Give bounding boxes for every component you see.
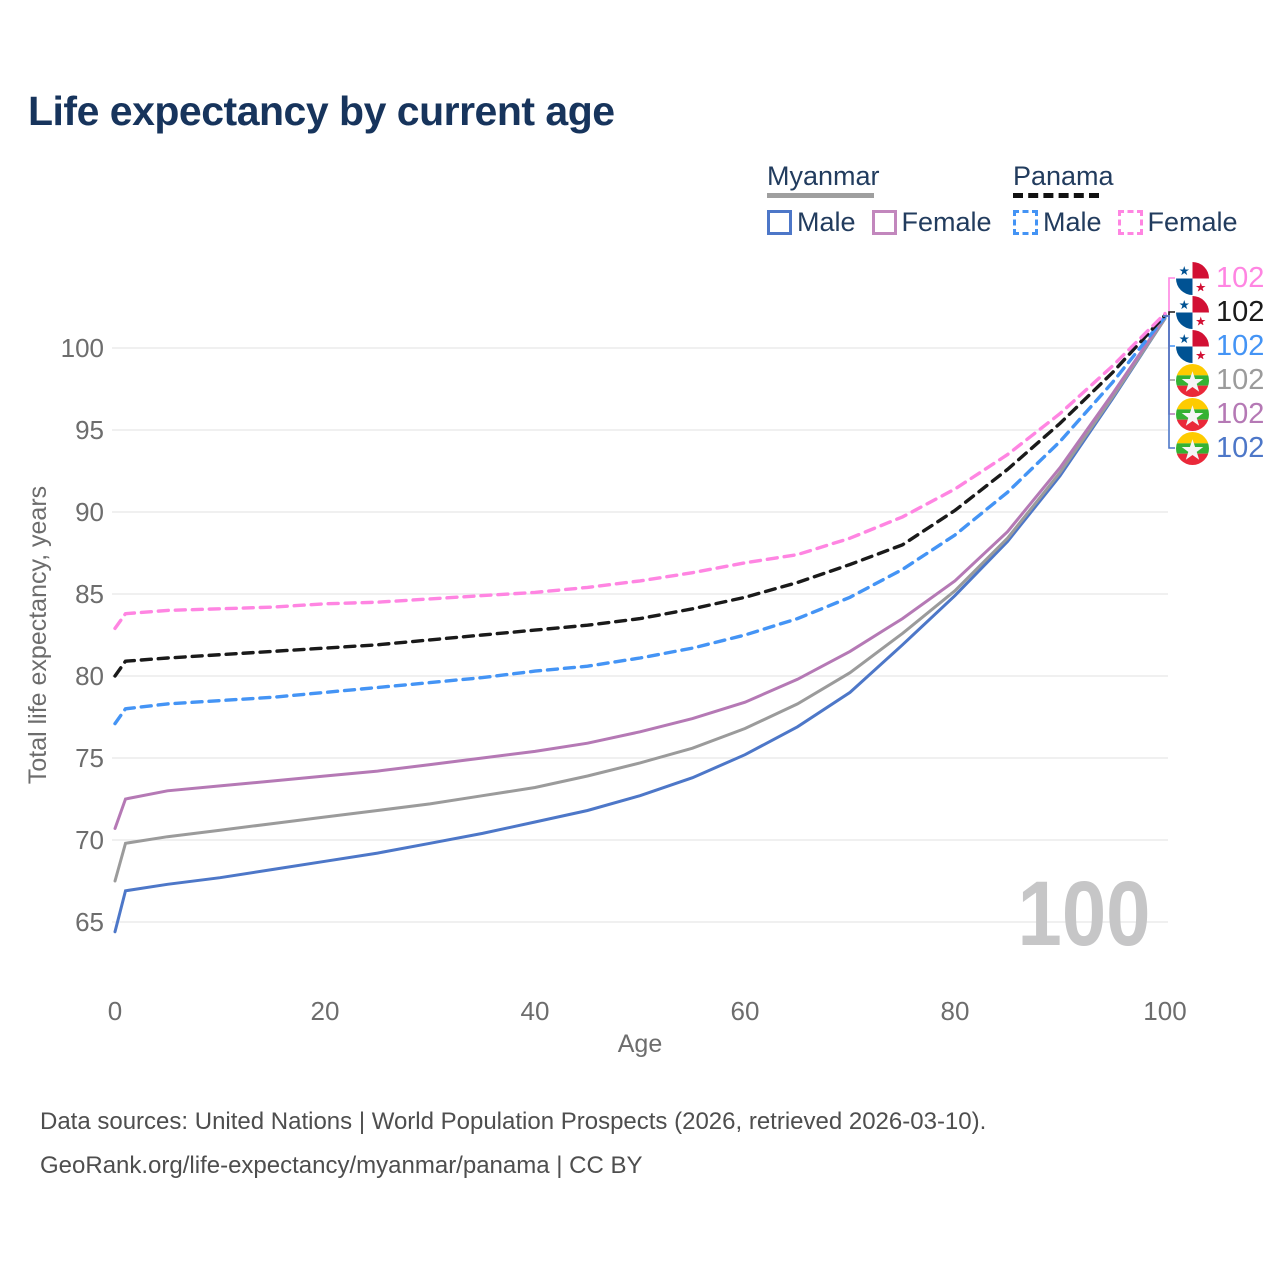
x-tick-label: 0 bbox=[108, 996, 122, 1026]
panama-flag-icon bbox=[1176, 329, 1209, 363]
panama-flag-icon bbox=[1176, 295, 1209, 329]
series-line[interactable] bbox=[113, 311, 1167, 631]
endpoint-label: 102 bbox=[1176, 363, 1264, 397]
legend-country-label: Myanmar bbox=[767, 161, 880, 191]
footer-line-1: Data sources: United Nations | World Pop… bbox=[40, 1108, 987, 1135]
myanmar-flag-icon bbox=[1176, 363, 1209, 397]
x-tick-label: 100 bbox=[1143, 996, 1186, 1026]
legend-swatch-icon[interactable] bbox=[1013, 210, 1038, 235]
series-line[interactable] bbox=[113, 313, 1167, 678]
endpoint-label: 102 bbox=[1176, 329, 1264, 363]
legend-underline-dashed bbox=[1013, 193, 1099, 198]
endpoint-value: 102 bbox=[1216, 432, 1265, 464]
legend-group-panama: Panama Male Female bbox=[1013, 162, 1238, 238]
leader-line bbox=[1163, 277, 1175, 317]
legend-swatch-icon[interactable] bbox=[1117, 210, 1143, 235]
series-line[interactable] bbox=[113, 315, 1167, 726]
series-line[interactable] bbox=[113, 317, 1167, 883]
legend-item-label: Female bbox=[901, 207, 992, 237]
x-tick-label: 60 bbox=[731, 996, 760, 1026]
legend-item-label: Female bbox=[1147, 207, 1238, 237]
series-line[interactable] bbox=[113, 317, 1167, 934]
legend-swatch-icon[interactable] bbox=[767, 210, 792, 235]
legend-item-panama-male[interactable]: Male bbox=[1013, 207, 1102, 238]
y-tick-label: 70 bbox=[75, 825, 104, 855]
y-tick-label: 95 bbox=[75, 415, 104, 445]
page-title: Life expectancy by current age bbox=[28, 88, 615, 134]
legend-item-label: Male bbox=[797, 207, 856, 237]
endpoint-label: 102 bbox=[1176, 431, 1264, 465]
legend-swatch-icon[interactable] bbox=[871, 210, 897, 235]
endpoint-value: 102 bbox=[1216, 398, 1265, 430]
panama-flag-icon bbox=[1176, 261, 1209, 295]
legend-item-myanmar-female[interactable]: Female bbox=[871, 207, 992, 238]
endpoint-label: 102 bbox=[1176, 397, 1264, 431]
x-axis-title: Age bbox=[618, 1030, 662, 1058]
x-tick-label: 40 bbox=[521, 996, 550, 1026]
myanmar-flag-icon bbox=[1176, 397, 1209, 431]
endpoint-label: 102 bbox=[1176, 261, 1264, 295]
leader-line bbox=[1163, 315, 1175, 449]
legend-country-label: Panama bbox=[1013, 161, 1114, 191]
legend-item-myanmar-male[interactable]: Male bbox=[767, 207, 856, 238]
y-tick-label: 85 bbox=[75, 579, 104, 609]
endpoint-value: 102 bbox=[1216, 364, 1265, 396]
endpoint-value: 102 bbox=[1216, 330, 1265, 362]
watermark: 100 bbox=[1018, 863, 1151, 965]
y-tick-label: 90 bbox=[75, 497, 104, 527]
endpoint-label: 102 bbox=[1176, 295, 1264, 329]
x-tick-label: 80 bbox=[941, 996, 970, 1026]
series-line[interactable] bbox=[113, 315, 1167, 830]
y-axis-title: Total life expectancy, years bbox=[24, 486, 52, 784]
legend-item-panama-female[interactable]: Female bbox=[1117, 207, 1238, 238]
footer-line-2: GeoRank.org/life-expectancy/myanmar/pana… bbox=[40, 1152, 643, 1179]
endpoint-value: 102 bbox=[1216, 296, 1265, 328]
footer: Data sources: United Nations | World Pop… bbox=[40, 1100, 986, 1188]
x-tick-label: 20 bbox=[311, 996, 340, 1026]
legend-item-label: Male bbox=[1043, 207, 1102, 237]
y-tick-label: 65 bbox=[75, 907, 104, 937]
y-tick-label: 100 bbox=[61, 333, 104, 363]
legend-underline-solid bbox=[767, 193, 874, 198]
legend-group-myanmar: Myanmar Male Female bbox=[767, 162, 992, 238]
myanmar-flag-icon bbox=[1176, 431, 1209, 465]
y-tick-label: 75 bbox=[75, 743, 104, 773]
endpoint-value: 102 bbox=[1216, 262, 1265, 294]
y-tick-label: 80 bbox=[75, 661, 104, 691]
